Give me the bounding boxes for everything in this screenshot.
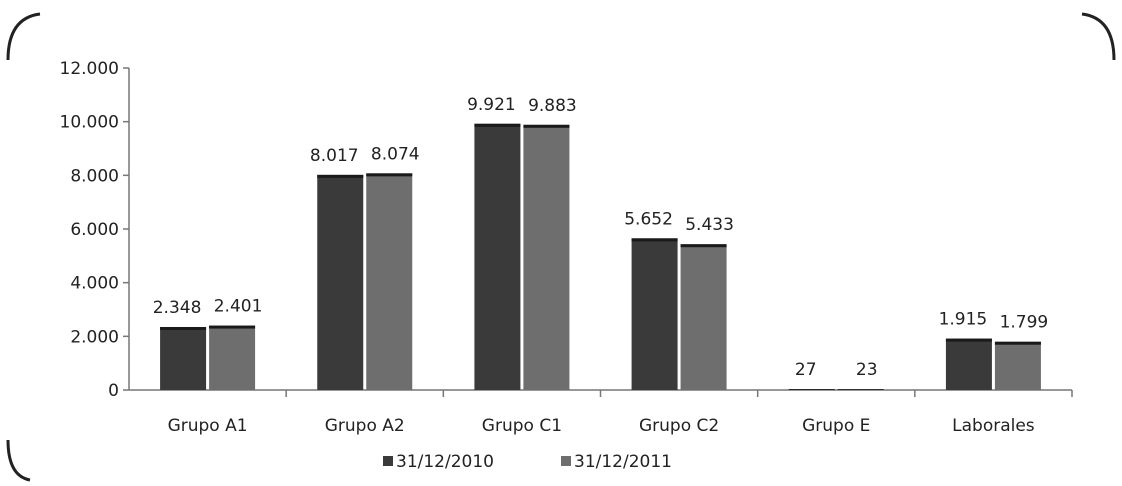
y-tick-label: 0 [108,381,119,401]
data-label: 9.921 [467,95,516,115]
legend-label: 31/12/2010 [396,452,494,472]
bar-1 [474,123,521,390]
bar-1 [631,238,678,390]
data-label: 2.348 [153,298,202,318]
data-label: 8.017 [310,146,359,166]
frame-corner-top-right [1081,12,1116,61]
x-tick-label: Grupo A2 [325,416,405,436]
x-tick-label: Grupo A1 [168,416,248,436]
bar-top-edge [994,341,1041,345]
bar-1 [160,326,207,390]
bar-top-edge [837,389,884,390]
data-label: 2.401 [214,297,263,317]
x-tick-label: Grupo C2 [639,416,719,436]
legend-swatch [561,456,571,466]
y-tick-label: 2.000 [70,327,119,347]
bar-top-edge [366,173,413,177]
bar-top-edge [209,325,256,329]
legend-label: 31/12/2011 [574,452,672,472]
bar-2 [523,124,570,391]
y-tick-label: 4.000 [70,274,119,294]
bar-top-edge [680,244,727,248]
plot-area: 0 2.000 4.000 6.000 8.000 10.000 12.000 Grupo A… [60,59,1073,436]
data-label: 1.799 [1000,313,1049,333]
bar-top-edge [788,389,835,390]
y-tick-label: 8.000 [70,166,119,186]
y-tick-label: 6.000 [70,220,119,240]
legend: 31/12/2010 31/12/2011 [383,452,672,472]
bar-top-edge [474,123,521,127]
bar-top-edge [317,174,364,178]
x-tick-label: Grupo E [802,416,870,436]
y-tick-label: 12.000 [60,59,119,79]
bar-1 [945,338,992,390]
bar-2 [366,173,413,390]
bar-1 [317,174,364,390]
data-label: 27 [795,360,817,380]
bar-top-edge [945,338,992,342]
data-label: 5.652 [624,209,673,229]
data-label: 23 [856,360,878,380]
x-tick-label: Grupo C1 [482,416,562,436]
data-label: 1.915 [939,310,988,330]
bar-2 [994,341,1041,390]
data-label: 5.433 [685,215,734,235]
data-label: 9.883 [528,96,577,116]
y-tick-label: 10.000 [60,113,119,133]
x-tick-label: Laborales [952,416,1035,436]
bar-top-edge [631,238,678,242]
frame-corner-bottom-left [6,439,31,482]
data-label: 8.074 [371,144,420,164]
bar-2 [680,244,727,390]
bar-top-edge [160,326,207,330]
bar-top-edge [523,124,570,128]
frame-corner-top-left [6,12,41,61]
legend-swatch [383,456,393,466]
bar-2 [209,325,256,390]
